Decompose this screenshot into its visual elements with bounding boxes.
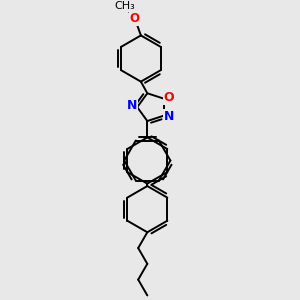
Text: O: O	[164, 91, 174, 104]
Text: N: N	[164, 110, 174, 123]
Text: N: N	[127, 99, 137, 112]
Text: CH₃: CH₃	[114, 1, 135, 11]
Text: O: O	[130, 12, 140, 25]
